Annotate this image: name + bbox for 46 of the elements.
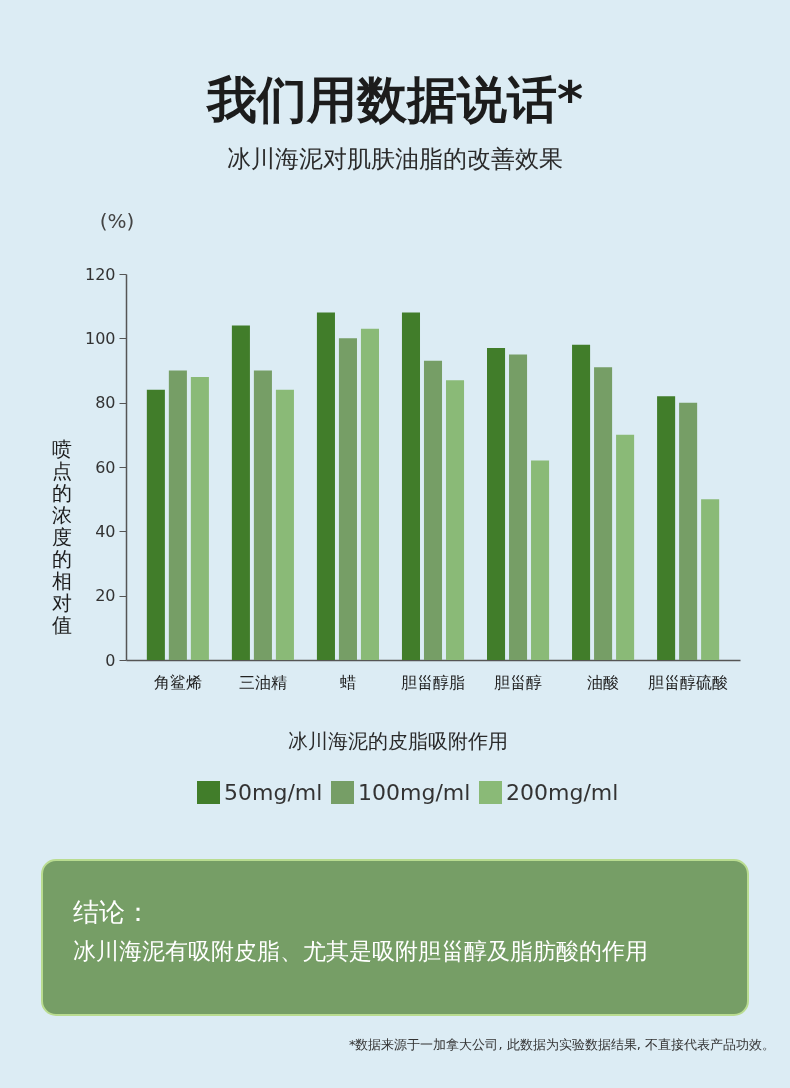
chart-title: 我们用数据说话*: [204, 71, 584, 129]
x-axis-title: 冰川海泥的皮脂吸附作用: [288, 729, 508, 753]
y-tick-label: 0: [105, 650, 116, 670]
legend-label: 200mg/ml: [506, 779, 619, 805]
chart-subtitle: 冰川海泥对肌肤油脂的改善效果: [227, 145, 563, 173]
bar: [657, 396, 676, 660]
legend-label: 100mg/ml: [358, 779, 471, 805]
x-tick-label: 油酸: [587, 672, 620, 692]
bar: [275, 389, 294, 660]
x-tick-label: 胆甾醇脂: [401, 672, 465, 692]
bar: [423, 360, 443, 660]
bar: [509, 354, 528, 660]
legend-label: 50mg/ml: [224, 779, 323, 805]
text: 冰川海泥有吸附皮脂、尤其是吸附胆甾醇及脂肪酸的作用: [73, 938, 648, 964]
y-tick-label: 100: [84, 328, 116, 348]
bar: [338, 338, 357, 660]
y-tick-label: 80: [95, 393, 116, 413]
bar: [190, 376, 209, 660]
bar: [701, 499, 720, 660]
bar: [253, 370, 272, 660]
x-tick-label: 胆甾醇: [494, 672, 543, 692]
x-tick-label: 三油精: [238, 672, 287, 692]
bar: [168, 370, 187, 660]
text: 结论：: [73, 897, 151, 927]
y-tick-label: 40: [95, 521, 116, 541]
bar: [401, 312, 421, 660]
y-tick-label: 20: [95, 586, 116, 606]
bar: [146, 389, 165, 660]
text: *数据来源于一加拿大公司, 此数据为实验数据结果, 不直接代表产品功效。: [348, 1037, 775, 1052]
x-tick-label: 蜡: [339, 672, 356, 692]
y-tick-label: 120: [84, 264, 116, 284]
x-tick-label: 胆甾醇硫酸: [648, 672, 729, 692]
bar: [679, 402, 698, 660]
bar: [231, 325, 250, 660]
bar: [316, 312, 335, 660]
x-tick-label: 角鲨烯: [153, 672, 202, 692]
bar: [531, 460, 550, 660]
bar: [572, 344, 591, 660]
y-tick-label: 60: [95, 457, 116, 477]
bar: [594, 367, 613, 660]
bar: [487, 347, 506, 660]
text: (%): [99, 209, 135, 233]
text: 喷点的浓度的相对值: [52, 437, 72, 637]
bar: [360, 328, 379, 660]
bar: [616, 434, 635, 660]
bar: [445, 380, 465, 660]
